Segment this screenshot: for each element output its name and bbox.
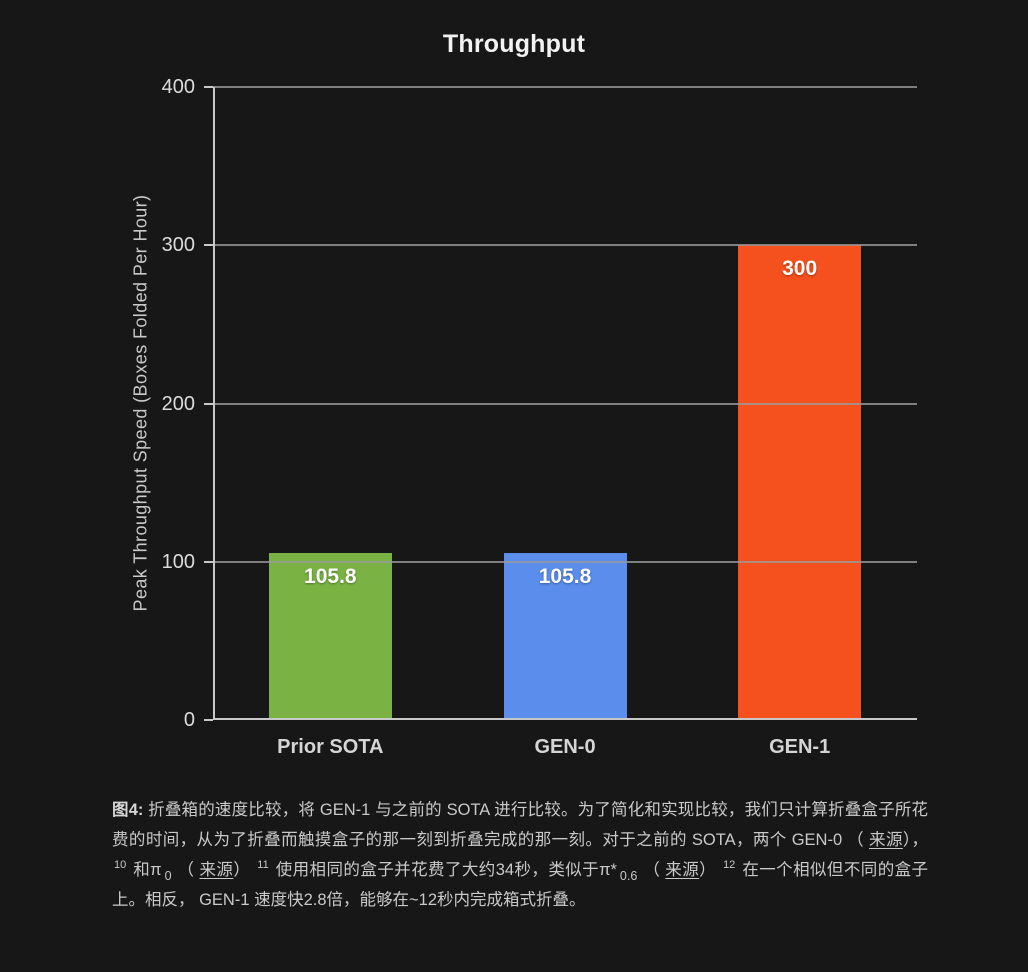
y-tick-mark-0 <box>204 719 213 721</box>
bar-value-label: 105.8 <box>304 564 357 588</box>
x-axis-line <box>213 718 917 720</box>
gridline-200 <box>213 402 917 405</box>
y-axis-line <box>213 87 215 720</box>
y-tick-label-200: 200 <box>161 392 195 415</box>
plot-area: 0 100 200 300 400 105.8 Prior SOTA 105.8 GEN-0 30… <box>162 76 917 758</box>
citation-superscript: 12 <box>723 859 736 871</box>
source-link[interactable]: 来源 <box>199 861 234 879</box>
bar-gen-1: 300 <box>738 245 862 720</box>
gridline-100 <box>213 560 917 563</box>
chart-title: Throughput <box>442 30 586 58</box>
caption-text: （ <box>638 861 666 879</box>
caption-figure-label: 图4: <box>112 801 144 819</box>
caption-text: 使用相同的盒子并花费了大约34秒，类似于π* <box>270 861 617 879</box>
caption-text: ） <box>233 861 256 879</box>
y-tick-label-100: 100 <box>161 550 195 573</box>
caption-text: 折叠箱的速度比较，将 GEN-1 与之前的 SOTA 进行比较。为了简化和实现比… <box>112 801 929 849</box>
bar-prior-sota: 105.8 <box>268 552 392 720</box>
x-category-label-gen-1: GEN-1 <box>769 736 831 758</box>
subscript-text: 0 <box>164 869 172 883</box>
gridline-400 <box>213 86 917 88</box>
y-tick-label-300: 300 <box>161 234 195 257</box>
caption-text: 在一个相似但不同的盒子上。相反， GEN-1 速度快2.8倍，能够在~12秒内完… <box>112 861 929 909</box>
y-tick-label-400: 400 <box>161 76 195 98</box>
source-link[interactable]: 来源 <box>665 861 700 879</box>
citation-superscript: 11 <box>257 859 269 871</box>
caption-text: 和π <box>128 861 162 879</box>
figure-caption: 图4: 折叠箱的速度比较，将 GEN-1 与之前的 SOTA 进行比较。为了简化… <box>112 795 928 915</box>
y-tick-mark-400 <box>204 86 213 88</box>
y-tick-mark-100 <box>204 560 213 563</box>
y-tick-mark-300 <box>204 244 213 247</box>
caption-text: （ <box>172 861 200 879</box>
y-tick-mark-200 <box>204 402 213 405</box>
caption-text: ） <box>699 861 722 879</box>
gridline-300 <box>213 244 917 247</box>
bar-value-label: 105.8 <box>538 564 592 588</box>
x-category-label-gen-0: GEN-0 <box>534 736 596 758</box>
y-tick-label-0: 0 <box>183 709 195 731</box>
citation-superscript: 10 <box>114 859 127 871</box>
x-category-label-prior-sota: Prior SOTA <box>277 736 384 758</box>
bar-gen-0: 105.8 <box>503 552 627 720</box>
bar-value-label: 300 <box>782 257 818 281</box>
source-link[interactable]: 来源 <box>869 831 903 849</box>
caption-text: ）， <box>902 831 929 849</box>
subscript-text: 0.6 <box>619 869 638 883</box>
